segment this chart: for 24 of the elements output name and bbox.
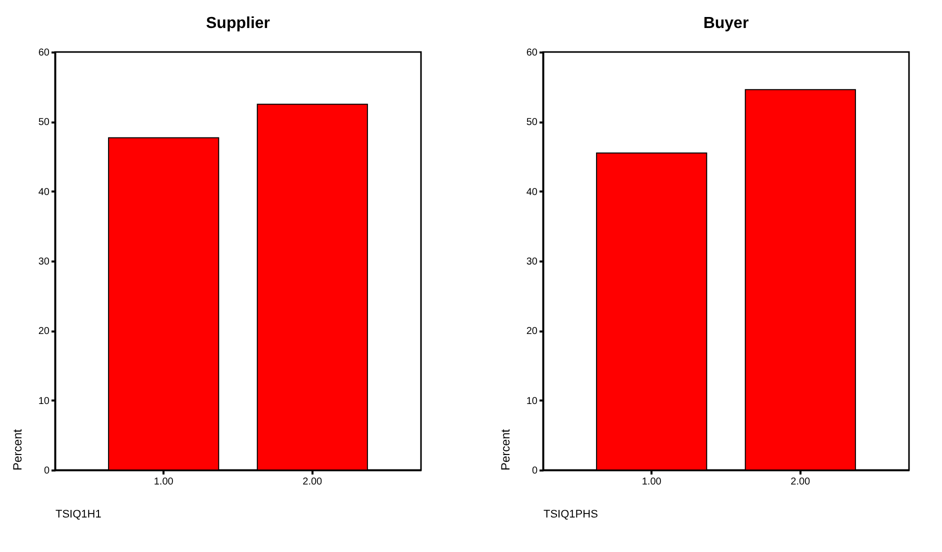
y-tick-label: 50 [526, 117, 538, 128]
y-tick-label: 0 [532, 466, 538, 476]
y-tick-label: 40 [526, 186, 538, 198]
y-tick-label: 50 [38, 117, 50, 128]
y-axis-title: Percent [498, 428, 512, 470]
y-tick-label: 20 [38, 326, 50, 338]
y-tick-label: 10 [38, 396, 50, 407]
x-axis-title: TSIQ1H1 [56, 508, 102, 520]
y-tick-label: 0 [44, 466, 50, 476]
chart-title: Buyer [703, 15, 749, 32]
x-tick-label: 2.00 [790, 476, 811, 488]
y-tick-label: 40 [38, 186, 50, 198]
y-tick-label: 60 [38, 48, 50, 58]
x-tick-label: 1.00 [642, 476, 662, 488]
x-tick-label: 2.00 [302, 476, 323, 488]
chart-title: Supplier [206, 15, 270, 32]
y-tick-label: 30 [38, 256, 50, 268]
y-tick-label: 10 [526, 396, 538, 407]
x-tick-label: 1.00 [154, 476, 174, 488]
y-tick-label: 30 [526, 256, 538, 268]
y-tick-label: 60 [526, 48, 538, 58]
y-axis-title: Percent [10, 428, 24, 470]
y-tick-label: 20 [526, 326, 538, 338]
x-axis-title: TSIQ1PHS [544, 508, 598, 520]
